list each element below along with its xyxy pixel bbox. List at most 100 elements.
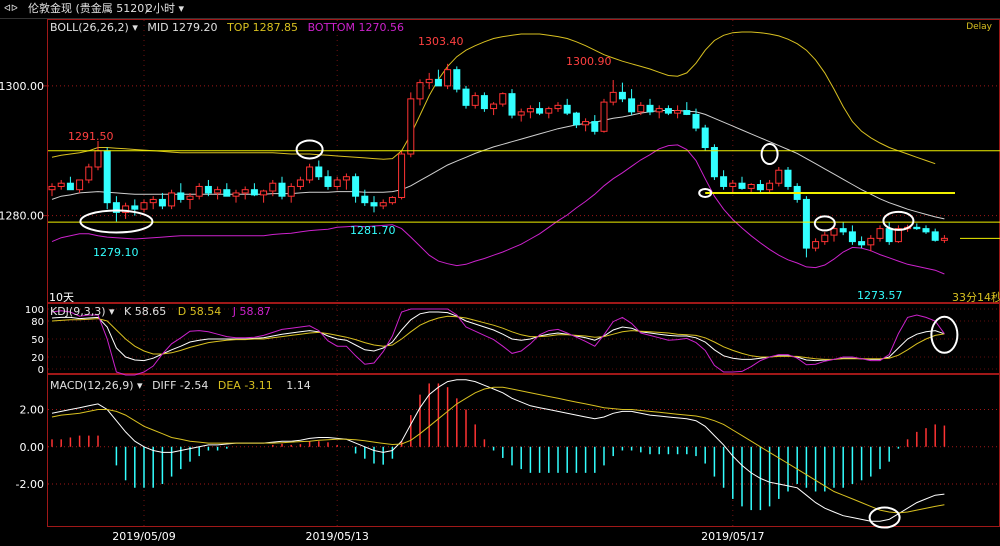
candle-body-down <box>756 184 764 191</box>
candle-body-down <box>885 228 893 243</box>
highlight-circle <box>760 143 779 166</box>
candle-body-up <box>306 166 314 181</box>
highlight-circles <box>79 139 959 529</box>
period-selector[interactable]: 2小时 ▾ <box>146 2 185 15</box>
candle-body-up <box>149 198 157 204</box>
candle-body-up <box>894 228 902 243</box>
macd-dea-line <box>51 386 945 514</box>
candle-body-up <box>122 205 130 213</box>
kdj-j-value: J 58.87 <box>232 305 271 318</box>
candle-body-down <box>204 185 212 194</box>
candle-body-up <box>407 98 415 155</box>
candle-body-up <box>260 190 268 196</box>
candle-body-down <box>628 98 636 113</box>
highlight-circle <box>79 209 154 234</box>
candle-body-up <box>499 93 507 105</box>
candle-body-up <box>287 185 295 197</box>
candle-body-down <box>710 147 718 178</box>
candle-body-down <box>177 192 185 200</box>
candle-body-up <box>398 153 406 198</box>
highlight-circle-macd <box>868 506 901 529</box>
candle-body-up <box>232 192 240 197</box>
support-resistance-lines <box>48 150 1000 239</box>
candle-body-down <box>324 176 332 187</box>
candle-body-up <box>214 189 222 194</box>
candle-body-up <box>241 189 249 194</box>
boll-mid-value: MID 1279.20 <box>147 21 218 34</box>
candle-body-down <box>131 205 139 210</box>
macd-diff-value: DIFF -2.54 <box>152 379 209 392</box>
candle-body-up <box>140 202 148 210</box>
highlight-circle <box>813 215 836 232</box>
candle-body-up <box>186 195 194 200</box>
candle-body-up <box>195 185 203 197</box>
candle-body-down <box>572 112 580 126</box>
candle-body-down <box>434 78 442 87</box>
candle-body-up <box>48 185 56 191</box>
high-label-2: 1303.40 <box>418 35 464 48</box>
price-tick-label: 1280.00 <box>0 210 44 223</box>
candle-body-up <box>637 104 645 113</box>
price-tick-label: 1300.00 <box>0 80 44 93</box>
macd-dea-value: DEA -3.11 <box>217 379 273 392</box>
kdj-name[interactable]: KDJ(9,3,3) ▾ <box>50 305 115 318</box>
grid-lines <box>42 20 999 526</box>
candle-body-up <box>940 237 948 241</box>
macd-series <box>51 379 946 522</box>
low-label-2: 1281.70 <box>350 224 396 237</box>
candle-body-up <box>471 95 479 106</box>
candle-body-up <box>609 91 617 103</box>
candle-body-up <box>766 182 774 191</box>
candle-body-down <box>563 104 571 114</box>
bar-countdown-label: 33分14秒 <box>952 291 1000 304</box>
boll-header: BOLL(26,26,2) ▾ MID 1279.20 TOP 1287.85 … <box>50 21 404 34</box>
candle-body-up <box>269 182 277 192</box>
kdj-d-value: D 58.54 <box>177 305 222 318</box>
delay-label: Delay <box>966 22 992 32</box>
candle-body-down <box>738 182 746 189</box>
candle-body-down <box>931 231 939 241</box>
candle-body-down <box>370 202 378 207</box>
candle-body-down <box>480 95 488 110</box>
kdj-tick-label: 20 <box>31 353 44 364</box>
boll-top-line <box>51 31 936 165</box>
candle-body-down <box>646 104 654 113</box>
candle-body-down <box>462 88 470 106</box>
candle-body-up <box>425 78 433 84</box>
boll-name[interactable]: BOLL(26,26,2) ▾ <box>50 21 138 34</box>
candle-body-down <box>508 93 516 116</box>
candle-body-up <box>517 111 525 116</box>
candle-body-up <box>76 179 84 191</box>
candle-body-down <box>664 108 672 114</box>
kdj-header: KDJ(9,3,3) ▾ K 58.65 D 58.54 J 58.87 <box>50 305 271 318</box>
candle-body-down <box>618 91 626 100</box>
candle-body-up <box>554 104 562 110</box>
highlight-circle <box>882 210 915 231</box>
boll-top-value: TOP 1287.85 <box>227 21 299 34</box>
candle-body-up <box>94 150 102 168</box>
bollinger-bands <box>51 31 945 275</box>
candle-body-up <box>296 179 304 187</box>
kdj-tick-label: 50 <box>31 335 44 346</box>
kdj-line-k <box>51 311 945 362</box>
macd-name[interactable]: MACD(12,26,9) ▾ <box>50 379 143 392</box>
switch-icon[interactable]: ᐊᐅ <box>4 4 18 14</box>
date-tick-label: 2019/05/13 <box>305 530 368 543</box>
date-tick-label: 2019/05/09 <box>112 530 175 543</box>
candle-body-up <box>526 108 534 113</box>
candle-body-up <box>830 228 838 236</box>
candle-body-down <box>103 150 111 204</box>
macd-header: MACD(12,26,9) ▾ DIFF -2.54 DEA -3.11 1.1… <box>50 379 311 392</box>
candle-body-down <box>591 121 599 132</box>
candle-body-up <box>444 69 452 87</box>
macd-hist-value: 1.14 <box>286 379 311 392</box>
price-panel-frame <box>47 19 1000 303</box>
candle-body-up <box>85 166 93 181</box>
candle-body-up <box>416 82 424 100</box>
candle-body-up <box>821 234 829 243</box>
candle-body-down <box>922 228 930 233</box>
highlight-circle <box>698 187 713 198</box>
instrument-name[interactable]: 伦敦金现 (贵金属 5120) <box>28 2 149 15</box>
